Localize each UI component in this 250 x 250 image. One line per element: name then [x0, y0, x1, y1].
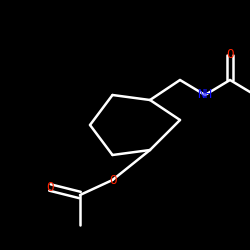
Text: O: O: [226, 48, 234, 62]
Text: NH: NH: [198, 88, 212, 102]
Text: O: O: [46, 181, 54, 194]
Text: O: O: [109, 174, 116, 186]
